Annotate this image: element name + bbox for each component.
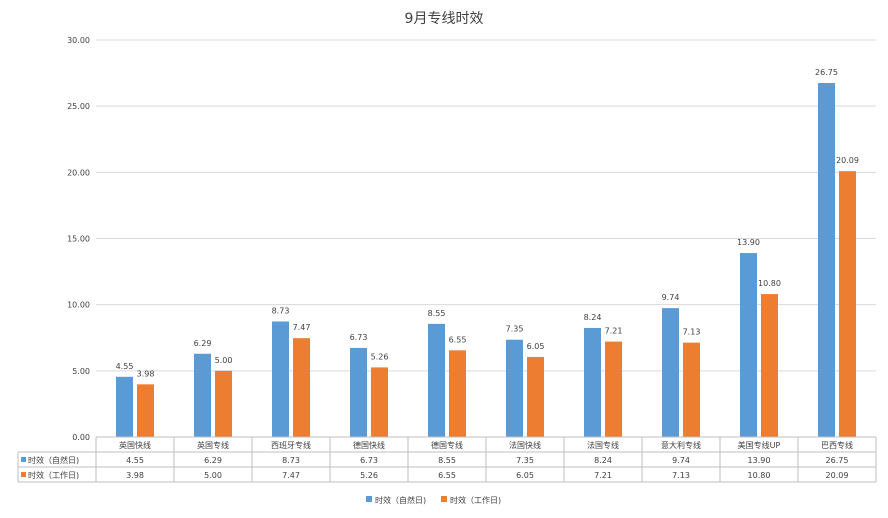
category-label: 巴西专线 (821, 440, 853, 450)
category-label: 意大利专线 (661, 440, 701, 450)
legend-key (366, 496, 372, 502)
category-label: 英国快线 (119, 440, 151, 450)
bar-natural-days (194, 353, 211, 437)
data-label: 9.74 (662, 293, 680, 302)
y-tick-label: 25.00 (67, 102, 90, 111)
table-cell: 7.47 (282, 471, 300, 480)
table-cell: 26.75 (826, 456, 849, 465)
table-cell: 3.98 (126, 471, 144, 480)
data-label: 7.35 (506, 325, 524, 334)
y-axis: 0.00 5.00 10.00 15.00 20.00 25.00 30.00 (67, 36, 90, 442)
data-label: 13.90 (737, 238, 760, 247)
data-label: 8.73 (272, 306, 290, 315)
bar-working-days (371, 367, 388, 437)
legend-entry: 时效（自然日) (375, 495, 426, 505)
table-cell: 6.05 (516, 471, 534, 480)
data-label: 3.98 (137, 369, 155, 378)
bar-working-days (293, 338, 310, 437)
legend-key (441, 496, 447, 502)
category-label: 法国快线 (509, 440, 541, 450)
data-label: 7.13 (683, 328, 701, 337)
table-series-name: 时效（工作日) (28, 470, 79, 480)
bar-natural-days (662, 308, 679, 437)
bar-natural-days (506, 339, 523, 437)
y-tick-label: 15.00 (67, 235, 90, 244)
bar-working-days (683, 342, 700, 437)
data-label: 4.55 (116, 362, 134, 371)
y-tick-label: 10.00 (67, 301, 90, 310)
data-label: 6.73 (350, 333, 368, 342)
table-cell: 7.35 (516, 456, 534, 465)
category-label: 英国专线 (197, 440, 229, 450)
data-label: 5.26 (371, 352, 389, 361)
legend-entry: 时效（工作日) (450, 495, 501, 505)
table-cell: 8.55 (438, 456, 456, 465)
table-cell: 10.80 (748, 471, 771, 480)
table-cell: 8.24 (594, 456, 612, 465)
bar-natural-days (116, 376, 133, 437)
category-label: 法国专线 (587, 440, 619, 450)
category-label: 西班牙专线 (271, 440, 311, 450)
bar-working-days (215, 370, 232, 437)
bar-natural-days (740, 253, 757, 437)
table-cell: 5.26 (360, 471, 378, 480)
table-cell: 7.21 (594, 471, 612, 480)
data-label: 8.55 (428, 309, 446, 318)
bars (116, 83, 856, 437)
chart-title: 9月专线时效 (405, 11, 484, 27)
data-labels: 4.553.98 6.295.00 8.737.47 6.73 5.26 8.55 6.55… (116, 68, 859, 378)
bar-working-days (605, 341, 622, 437)
bar-working-days (449, 350, 466, 437)
category-label: 德国专线 (431, 440, 463, 450)
table-legend-key (21, 472, 26, 477)
y-tick-label: 20.00 (67, 168, 90, 177)
table-cell: 5.00 (204, 471, 222, 480)
category-label: 德国快线 (353, 440, 385, 450)
bar-working-days (839, 171, 856, 437)
bar-natural-days (584, 327, 601, 437)
table-legend-key (21, 457, 26, 462)
y-tick-label: 0.00 (72, 433, 90, 442)
category-label: 美国专线UP (738, 440, 781, 450)
bar-working-days (527, 356, 544, 437)
table-cell: 6.73 (360, 456, 378, 465)
data-label: 7.21 (605, 327, 623, 336)
data-label: 6.29 (194, 339, 212, 348)
bar-working-days (137, 384, 154, 437)
bar-natural-days (428, 323, 445, 437)
data-label: 7.47 (293, 323, 311, 332)
y-tick-label: 5.00 (72, 367, 90, 376)
legend: 时效（自然日) 时效（工作日) (366, 495, 501, 505)
bar-natural-days (272, 321, 289, 437)
data-label: 8.24 (584, 313, 602, 322)
table-cell: 8.73 (282, 456, 300, 465)
gridlines (96, 39, 876, 372)
table-cell: 20.09 (826, 471, 849, 480)
table-series-name: 时效（自然日) (28, 455, 79, 465)
data-label: 20.09 (836, 156, 859, 165)
data-label: 5.00 (215, 356, 233, 365)
data-label: 6.55 (449, 335, 467, 344)
table-cell: 13.90 (748, 456, 771, 465)
table-cell: 6.55 (438, 471, 456, 480)
table-cell: 7.13 (672, 471, 690, 480)
table-cell: 4.55 (126, 456, 144, 465)
y-tick-label: 30.00 (67, 36, 90, 45)
table-cell: 6.29 (204, 456, 222, 465)
bar-natural-days (350, 347, 367, 437)
data-label: 10.80 (758, 279, 781, 288)
bar-natural-days (818, 83, 835, 437)
data-label: 6.05 (527, 342, 545, 351)
bar-working-days (761, 294, 778, 437)
table-cell: 9.74 (672, 456, 690, 465)
data-label: 26.75 (815, 68, 838, 77)
data-table: 英国快线 英国专线 西班牙专线 德国快线 德国专线 法国快线 法国专线 意大利专线 美国专线UP… (17, 436, 877, 483)
